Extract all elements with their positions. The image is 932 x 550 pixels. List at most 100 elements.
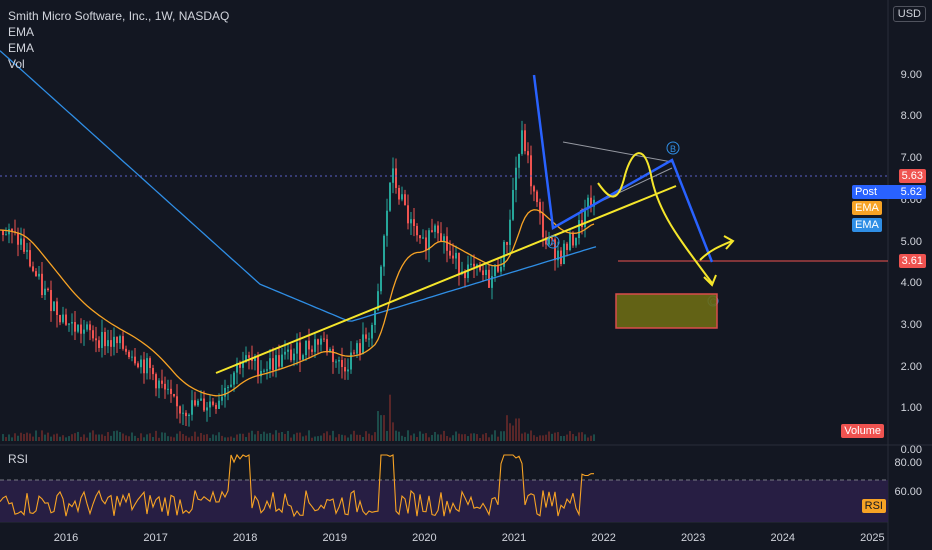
- volume-bar: [506, 415, 508, 441]
- volume-bar: [503, 431, 505, 441]
- volume-bar: [26, 432, 28, 441]
- candle-body: [215, 404, 217, 409]
- volume-bar: [35, 430, 37, 441]
- candle-body: [269, 358, 271, 370]
- candle-body: [302, 355, 304, 360]
- volume-bar: [365, 431, 367, 441]
- volume-bar: [335, 437, 337, 441]
- candle-body: [194, 400, 196, 406]
- volume-bar: [494, 430, 496, 441]
- volume-bar: [323, 433, 325, 441]
- volume-bar: [272, 434, 274, 441]
- volume-bar: [257, 430, 259, 441]
- time-tick-label: 2022: [591, 532, 616, 544]
- volume-bar: [593, 434, 595, 441]
- post-price-tag: Post 5.62: [852, 185, 926, 199]
- candle-body: [155, 374, 157, 389]
- candle-body: [83, 329, 85, 334]
- legend-ema-2[interactable]: EMA: [8, 41, 35, 55]
- candle-body: [392, 168, 394, 183]
- candle-body: [53, 301, 55, 312]
- volume-bar: [77, 431, 79, 441]
- post-label: Post: [855, 186, 878, 198]
- volume-bar: [101, 434, 103, 441]
- volume-bar: [131, 432, 133, 441]
- candle-body: [332, 349, 334, 362]
- candle-body: [32, 266, 34, 272]
- time-tick-label: 2018: [232, 532, 258, 544]
- volume-bar: [149, 433, 151, 441]
- volume-bar: [20, 432, 22, 441]
- rsi-line: [0, 453, 594, 518]
- legend-volume[interactable]: Vol: [8, 57, 25, 71]
- candle-body: [209, 401, 211, 408]
- price-tick-label: 0.00: [900, 444, 922, 456]
- candle-body: [41, 273, 43, 296]
- volume-bar: [533, 435, 535, 441]
- volume-bar: [281, 431, 283, 441]
- candle-body: [305, 340, 307, 356]
- candle-body: [314, 339, 316, 352]
- candle-body: [506, 241, 508, 245]
- candle-body: [71, 322, 73, 324]
- volume-bar: [311, 437, 313, 441]
- candle-body: [425, 237, 427, 251]
- volume-bar: [572, 434, 574, 441]
- legend-ema-1[interactable]: EMA: [8, 25, 35, 39]
- candle-body: [545, 237, 547, 245]
- volume-bar: [269, 432, 271, 441]
- symbol-title[interactable]: Smith Micro Software, Inc., 1W, NASDAQ: [8, 9, 230, 23]
- candle-body: [26, 250, 28, 252]
- candle-body: [185, 412, 187, 417]
- candle-body: [359, 343, 361, 355]
- volume-tag: Volume: [841, 424, 884, 438]
- volume-bar: [551, 433, 553, 441]
- rsi-pane-label[interactable]: RSI: [8, 452, 29, 466]
- volume-bar: [299, 432, 301, 441]
- candle-body: [482, 270, 484, 275]
- candle-body: [479, 264, 481, 271]
- volume-bar: [23, 434, 25, 441]
- candle-body: [524, 130, 526, 152]
- candle-body: [224, 387, 226, 397]
- volume-bar: [266, 433, 268, 441]
- volume-bar: [455, 431, 457, 441]
- volume-bar: [296, 432, 298, 441]
- volume-bar: [497, 436, 499, 441]
- candle-body: [452, 255, 454, 259]
- candle-body: [86, 324, 88, 330]
- volume-bar: [14, 433, 16, 441]
- candle-body: [191, 400, 193, 415]
- candle-body: [260, 370, 262, 377]
- volume-bar: [287, 430, 289, 441]
- volume-bar: [239, 433, 241, 441]
- volume-bar: [185, 435, 187, 441]
- volume-bar: [137, 437, 139, 441]
- candle-body: [365, 334, 367, 339]
- volume-bar: [41, 430, 43, 441]
- volume-bar: [530, 430, 532, 441]
- volume-bar: [413, 433, 415, 441]
- candle-body: [62, 314, 64, 323]
- candle-body: [485, 269, 487, 275]
- candle-body: [458, 252, 460, 274]
- candle-body: [563, 243, 565, 265]
- volume-bar: [470, 433, 472, 441]
- currency-button[interactable]: USD: [892, 6, 926, 22]
- volume-bar: [206, 434, 208, 441]
- candle-body: [197, 400, 199, 406]
- volume-bar: [224, 437, 226, 441]
- volume-bar: [71, 434, 73, 441]
- candle-body: [299, 342, 301, 360]
- price-tick-label: 3.00: [900, 318, 922, 331]
- candle-body: [80, 324, 82, 334]
- candle-body: [77, 324, 79, 332]
- volume-bar: [449, 437, 451, 441]
- candle-body: [173, 393, 175, 397]
- candle-body: [248, 355, 250, 358]
- candle-body: [512, 189, 514, 220]
- volume-bar: [512, 425, 514, 441]
- candle-body: [44, 288, 46, 296]
- volume-bar: [461, 434, 463, 441]
